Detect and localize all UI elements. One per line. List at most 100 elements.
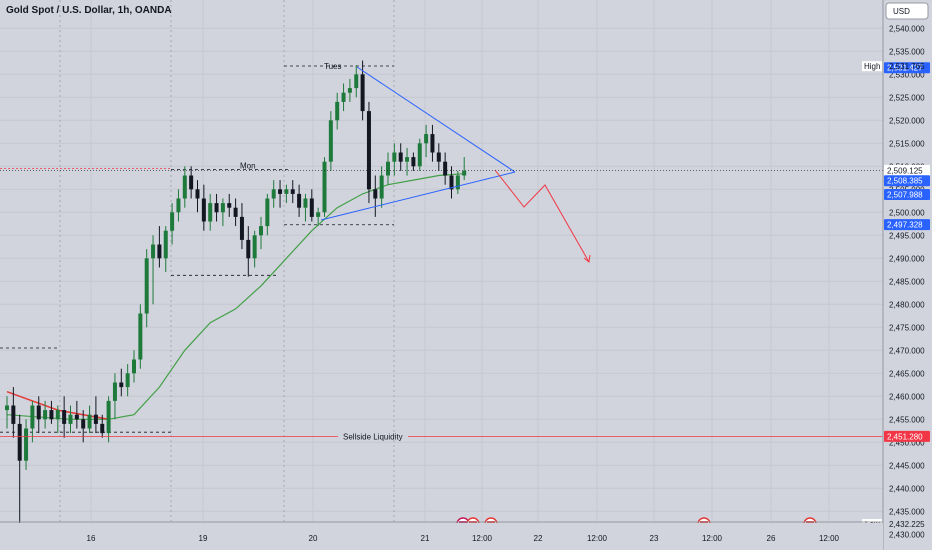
candle-body: [132, 359, 136, 374]
candle-body: [309, 198, 314, 217]
candle-body: [30, 405, 35, 429]
candle-body: [201, 198, 206, 222]
candle-body: [195, 189, 200, 199]
candle-body: [379, 175, 384, 199]
candle-body: [278, 189, 283, 194]
price-tick-label: 2,470.000: [889, 346, 925, 355]
candle-body: [208, 203, 213, 222]
low-value: 2,432.225: [889, 520, 925, 529]
candle-body: [182, 175, 187, 199]
price-tick-label: 2,455.000: [889, 415, 925, 424]
candle-body: [5, 405, 9, 411]
price-tick-label: 2,525.000: [889, 93, 925, 102]
time-tick-label: 12:00: [587, 534, 608, 543]
candle-body: [455, 175, 460, 190]
candle-body: [157, 244, 162, 259]
price-tag-label: 2,497.328: [887, 221, 923, 230]
candle-body: [322, 161, 327, 213]
candle-body: [119, 382, 124, 388]
candle-body: [290, 189, 295, 194]
time-tick-label: 22: [534, 534, 543, 543]
candle-body: [354, 74, 359, 89]
price-tick-label: 2,535.000: [889, 47, 925, 56]
drawings: Tues Mon Sellside Liquidity: [0, 62, 883, 441]
candle-body: [11, 405, 16, 424]
time-tick-label: 21: [421, 534, 430, 543]
candle-body: [316, 212, 321, 217]
candle-body: [24, 428, 29, 461]
time-tick-label: 23: [650, 534, 659, 543]
candle-body: [55, 410, 60, 420]
candle-body: [106, 400, 111, 434]
tues-annotation: Tues: [324, 62, 342, 71]
candle-body: [233, 207, 238, 217]
price-tag-bg: [884, 175, 930, 187]
price-axis[interactable]: [883, 0, 932, 550]
sellside-label: Sellside Liquidity: [343, 432, 403, 441]
candle-body: [366, 111, 371, 190]
candle-body: [398, 152, 403, 162]
price-tick-label: 2,450.000: [889, 438, 925, 447]
candle-body: [163, 230, 168, 259]
candle-body: [93, 414, 98, 424]
candle-body: [386, 161, 390, 176]
time-axis-ticks: 16 19 20 21 12:00 22 12:00 23 12:00 26 12:00: [87, 534, 840, 543]
price-tag-bg: [884, 189, 930, 201]
currency-button-label: USD: [893, 7, 910, 16]
candle-body: [265, 198, 270, 227]
price-tick-label: 2,515.000: [889, 139, 925, 148]
price-tick-label: 2,445.000: [889, 461, 925, 470]
high-label-bg: [862, 61, 882, 72]
price-tick-label: 2,480.000: [889, 300, 925, 309]
candle-body: [303, 198, 308, 208]
candle-body: [284, 189, 289, 194]
candle-body: [347, 88, 352, 93]
price-tick-label: 2,540.000: [889, 24, 925, 33]
candle-body: [246, 239, 251, 259]
candle-body: [43, 410, 48, 420]
price-tick-label: 2,520.000: [889, 116, 925, 125]
projection-arrowhead: [583, 254, 591, 263]
candle-body: [170, 212, 175, 231]
moving-average-green: [6, 173, 465, 420]
price-tick-label: 2,430.000: [889, 530, 925, 539]
price-tag-label: 2,509.125: [887, 166, 923, 175]
price-axis-ticks: 2,540.000 2,535.000 2,530.000 2,525.000 2,52…: [889, 24, 925, 539]
candle-body: [462, 170, 467, 176]
candle-body: [214, 203, 219, 213]
candle-body: [189, 175, 194, 190]
candle-body: [443, 161, 448, 176]
price-tick-label: 2,530.000: [889, 70, 925, 79]
time-tick-label: 16: [87, 534, 96, 543]
currency-button[interactable]: USD: [885, 2, 929, 20]
candle-body: [68, 414, 73, 424]
candle-body: [62, 410, 67, 424]
candle-body: [176, 198, 181, 213]
candle-body: [138, 313, 143, 360]
price-tick-label: 2,465.000: [889, 369, 925, 378]
price-tag-bg: [884, 219, 930, 231]
candle-body: [436, 152, 441, 162]
candle-body: [227, 203, 232, 208]
price-tag-label: 2,508.385: [887, 177, 923, 186]
candle-body: [220, 203, 225, 213]
candle-body: [74, 414, 79, 420]
candle-body: [87, 414, 92, 429]
triangle-upper-trendline: [356, 66, 516, 173]
time-tick-label: 26: [767, 534, 776, 543]
candle-body: [405, 157, 410, 162]
price-tick-label: 2,500.000: [889, 208, 925, 217]
price-tag-bg: [884, 430, 930, 442]
price-tick-label: 2,440.000: [889, 484, 925, 493]
price-tag-bg: [884, 62, 930, 74]
chart-title: Gold Spot / U.S. Dollar, 1h, OANDA: [6, 5, 172, 16]
price-tick-label: 2,460.000: [889, 392, 925, 401]
time-axis[interactable]: [0, 523, 883, 550]
candle-body: [81, 419, 86, 429]
price-tick-label: 2,475.000: [889, 323, 925, 332]
candle-body: [424, 134, 429, 144]
candle-body: [449, 175, 454, 190]
projection-path: [494, 169, 590, 263]
